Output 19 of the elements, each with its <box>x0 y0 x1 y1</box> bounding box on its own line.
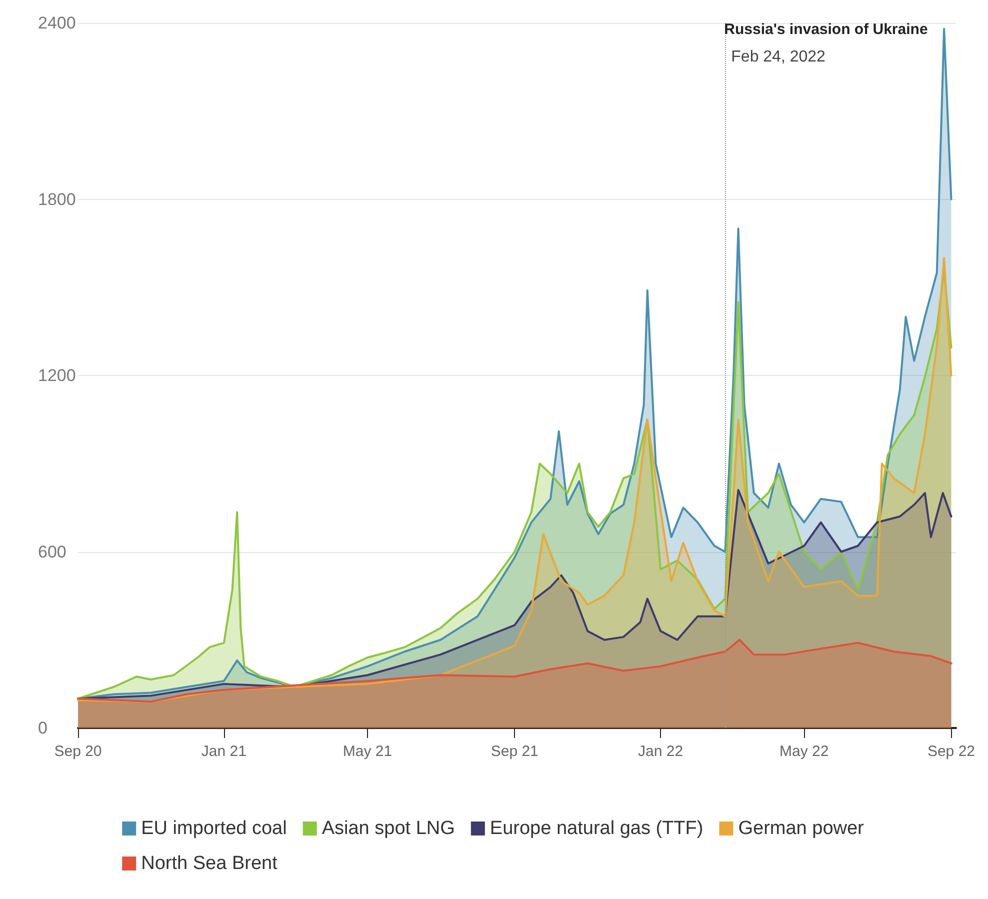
ref-line-label: Russia's invasion of Ukraine <box>724 21 928 38</box>
y-tick-label: 600 <box>38 542 66 562</box>
y-tick-label: 0 <box>38 718 48 738</box>
x-tick-label: Sep 21 <box>490 743 538 760</box>
x-tick-label: Jan 22 <box>638 743 684 760</box>
legend-label: North Sea Brent <box>141 853 278 874</box>
x-tick-label: Sep 20 <box>54 743 102 760</box>
y-tick-label: 2400 <box>38 14 76 32</box>
x-tick-label: Sep 22 <box>927 743 976 760</box>
x-tick-label: Jan 21 <box>201 743 246 760</box>
x-tick-label: May 22 <box>779 743 829 760</box>
y-tick-label: 1800 <box>38 190 76 209</box>
y-tick-label: 1200 <box>38 366 76 385</box>
annotation: Feb 24, 2022 <box>731 48 826 66</box>
legend-label: Europe natural gas (TTF) <box>490 818 704 839</box>
legend-label: German power <box>738 818 865 839</box>
legend-label: EU imported coal <box>141 818 287 839</box>
legend-label: Asian spot LNG <box>322 818 455 839</box>
x-tick-label: May 21 <box>342 743 392 760</box>
